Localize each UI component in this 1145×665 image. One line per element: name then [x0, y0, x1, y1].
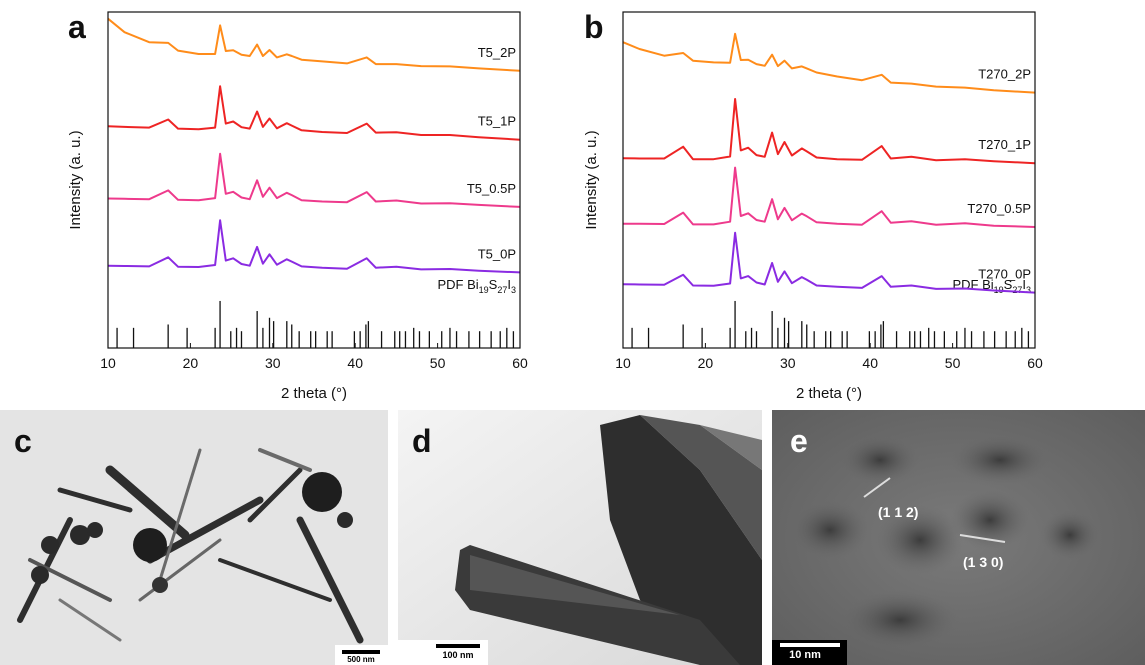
series-label: T5_0P: [478, 246, 516, 261]
panel-label: d: [412, 423, 432, 459]
xrd-line: [107, 17, 521, 72]
reference-label-part: S: [489, 277, 498, 292]
reference-label-part: I: [507, 277, 511, 292]
lattice-annotation: (1 3 0): [963, 554, 1003, 570]
reference-label-part: PDF Bi: [437, 277, 478, 292]
y-axis-label: Intensity (a. u.): [583, 130, 600, 229]
x-tick-label: 20: [698, 355, 714, 371]
panel-label: b: [584, 9, 604, 45]
scale-bar-label: 500 nm: [347, 655, 375, 664]
x-tick-label: 10: [615, 355, 631, 371]
x-tick-label: 30: [780, 355, 796, 371]
xrd-line: [107, 85, 521, 141]
series-label: T5_2P: [478, 45, 516, 60]
scale-bar-label: 10 nm: [789, 649, 821, 661]
series-label: T270_0.5P: [967, 201, 1031, 216]
xrd-line: [623, 166, 1036, 228]
panel-label: c: [14, 423, 32, 459]
xrd-line: [107, 152, 521, 208]
reference-label: PDF Bi19S27I3: [437, 277, 516, 295]
x-axis-label: 2 theta (°): [796, 385, 862, 402]
x-tick-label: 40: [862, 355, 878, 371]
xrd-line: [622, 98, 1036, 165]
reference-label-part: S: [1004, 277, 1013, 292]
series-label: T270_2P: [978, 67, 1031, 82]
reference-label-part: I: [1022, 277, 1026, 292]
x-tick-label: 60: [1027, 355, 1043, 371]
scale-bar-label: 100 nm: [442, 650, 473, 660]
tem-image-e: (1 1 2) (1 3 0) 10 nm e: [772, 410, 1145, 665]
x-tick-label: 20: [183, 355, 199, 371]
x-tick-label: 30: [265, 355, 281, 371]
reference-label-part: 3: [511, 285, 516, 295]
tem-image-d: 100 nm d: [398, 410, 762, 665]
panel-label: a: [68, 9, 86, 45]
reference-label-part: 27: [1012, 285, 1022, 295]
series-label: T5_1P: [478, 114, 516, 129]
panel-label: e: [790, 423, 808, 459]
y-axis-label: Intensity (a. u.): [67, 130, 84, 229]
series-label: T270_1P: [978, 137, 1031, 152]
plot-frame: [622, 11, 1036, 349]
series-label: T270_0P: [978, 267, 1031, 282]
plot-frame: [107, 11, 521, 349]
lattice-annotation: (1 1 2): [878, 504, 918, 520]
xrd-line: [622, 32, 1036, 94]
xrd-line: [107, 219, 521, 274]
xrd-line: [622, 231, 1036, 294]
tem-image-c: 500 nm c: [0, 410, 388, 665]
x-tick-label: 50: [430, 355, 446, 371]
reference-label-part: 19: [479, 285, 489, 295]
x-tick-label: 10: [100, 355, 116, 371]
reference-label-part: 3: [1026, 285, 1031, 295]
x-tick-label: 50: [945, 355, 961, 371]
x-tick-label: 60: [512, 355, 528, 371]
series-label: T5_0.5P: [467, 181, 516, 196]
x-tick-label: 40: [347, 355, 363, 371]
reference-label-part: 27: [497, 285, 507, 295]
x-axis-label: 2 theta (°): [281, 385, 347, 402]
